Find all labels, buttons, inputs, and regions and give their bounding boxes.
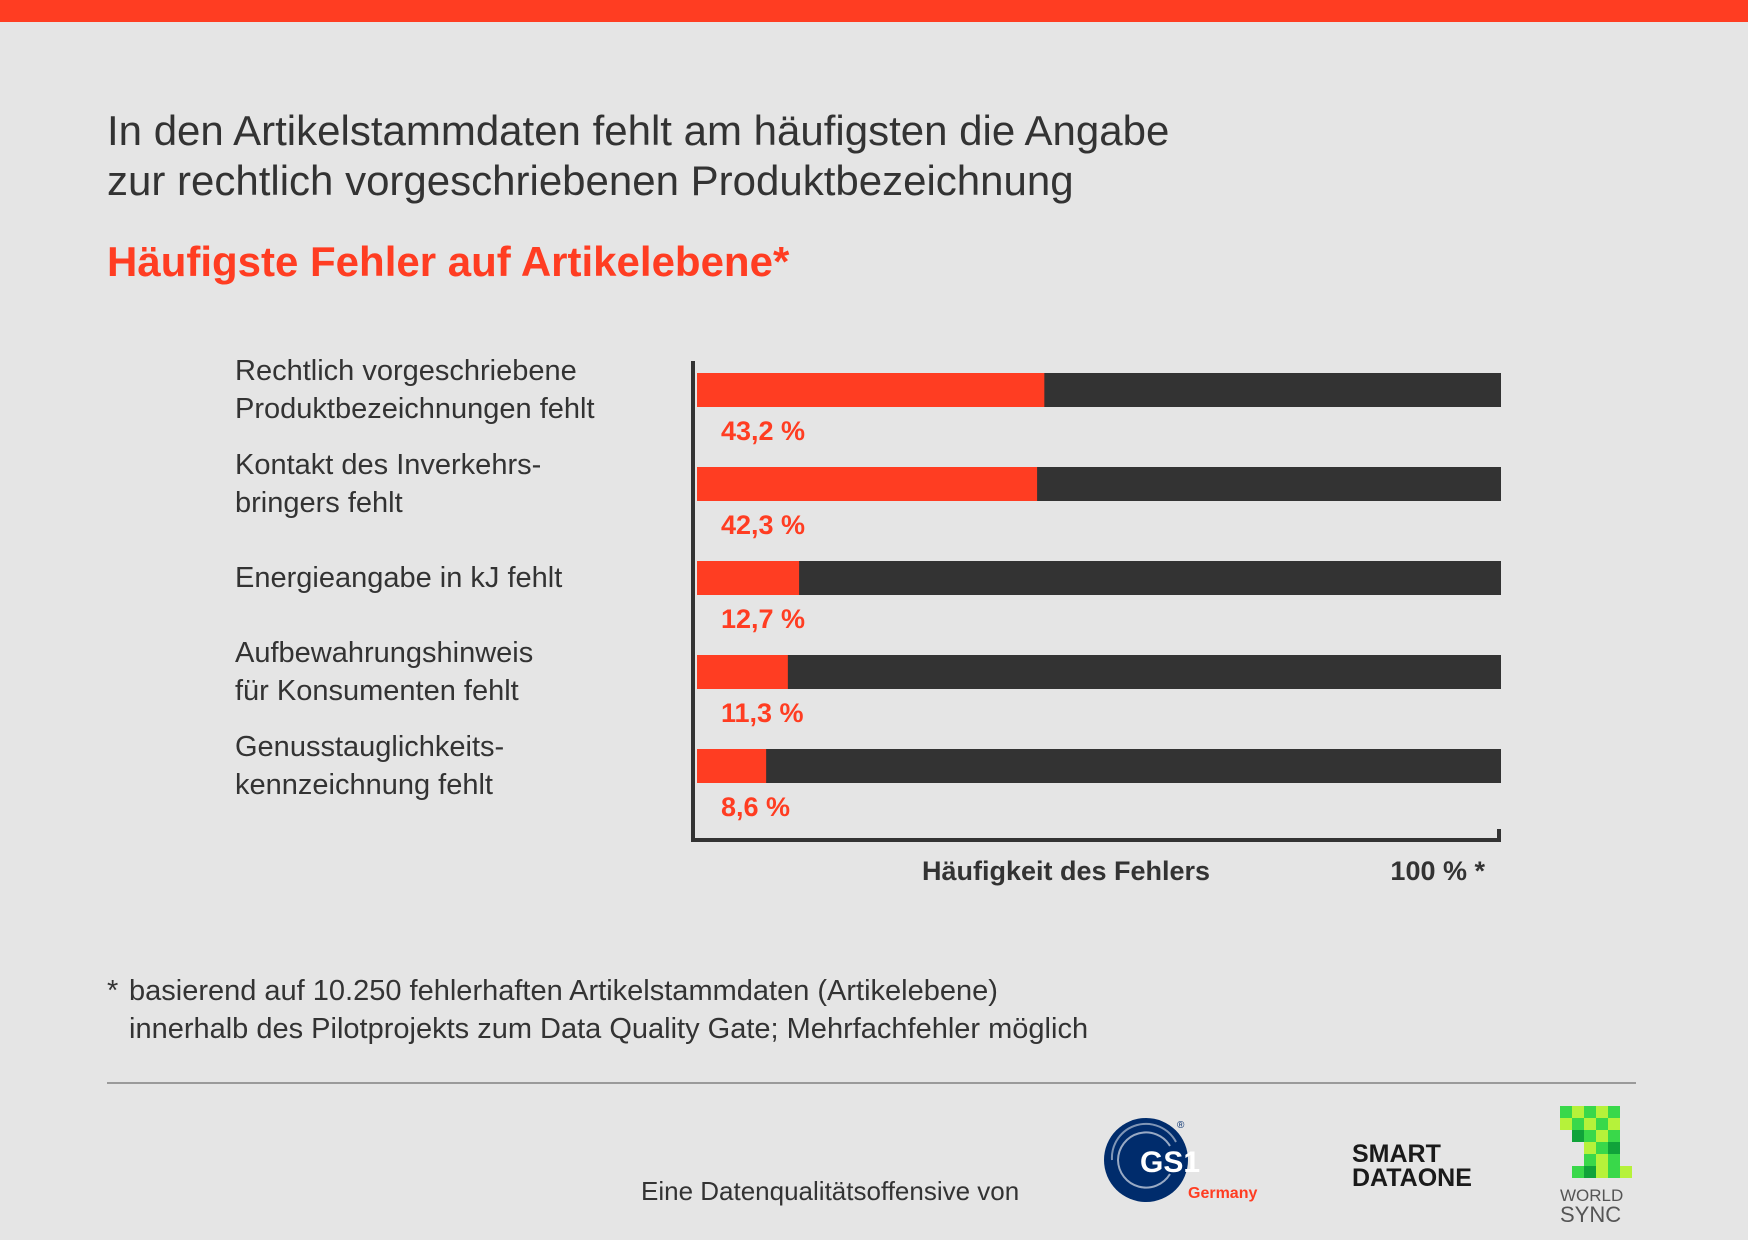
bar-remainder bbox=[697, 655, 1501, 689]
smartdataone-line-2: DATAONE bbox=[1352, 1164, 1472, 1190]
category-label-line: Energieangabe in kJ fehlt bbox=[235, 562, 563, 594]
page-headline: In den Artikelstammdaten fehlt am häufig… bbox=[107, 106, 1507, 206]
footer-text: Eine Datenqualitätsoffensive von bbox=[641, 1176, 1020, 1206]
headline-line-2: zur rechtlich vorgeschriebenen Produktbe… bbox=[107, 157, 1074, 204]
bar-remainder bbox=[697, 749, 1501, 783]
x-axis-max-tick-label: 100 % * bbox=[1390, 856, 1485, 886]
gs1-logo-sub: Germany bbox=[1188, 1185, 1257, 1202]
category-label-line: Rechtlich vorgeschriebene bbox=[235, 355, 577, 387]
bar-value bbox=[697, 749, 767, 783]
bar-remainder bbox=[697, 561, 1501, 595]
bar-value bbox=[697, 373, 1045, 407]
smartdataone-line-1: SMART bbox=[1352, 1140, 1441, 1168]
footnote-star: * bbox=[107, 975, 119, 1007]
worldsync-logo: WORLD SYNC bbox=[1560, 1106, 1632, 1224]
gs1-logo-text: GS1 bbox=[1140, 1146, 1200, 1179]
bar-value-label: 11,3 % bbox=[721, 698, 804, 728]
category-label-line: Aufbewahrungshinweis bbox=[235, 637, 534, 669]
footnote-line-1: basierend auf 10.250 fehlerhaften Artike… bbox=[129, 975, 998, 1007]
bar-value-label: 42,3 % bbox=[721, 510, 805, 540]
category-label: Rechtlich vorgeschriebene Produktbezeichn… bbox=[235, 352, 675, 428]
bar-value bbox=[697, 655, 788, 689]
top-accent-bar bbox=[0, 0, 1748, 22]
category-label: Genusstauglichkeits-kennzeichnung fehlt bbox=[235, 728, 675, 804]
category-label-line: kennzeichnung fehlt bbox=[235, 769, 493, 801]
bar-value-label: 12,7 % bbox=[721, 604, 805, 634]
gs1-germany-logo: GS1 ® Germany bbox=[1104, 1118, 1257, 1202]
category-label: Kontakt des Inverkehrs-bringers fehlt bbox=[235, 446, 675, 522]
bar-value bbox=[697, 561, 800, 595]
category-label-line: Kontakt des Inverkehrs- bbox=[235, 449, 542, 481]
category-label-line: für Konsumenten fehlt bbox=[235, 675, 519, 707]
category-label: Energieangabe in kJ fehlt bbox=[235, 559, 675, 597]
bar-value-label: 8,6 % bbox=[721, 792, 790, 822]
smartdataone-logo: SMART DATAONE bbox=[1352, 1140, 1472, 1190]
bar-value bbox=[697, 467, 1038, 501]
gs1-logo-disc bbox=[1104, 1118, 1188, 1202]
x-axis-label: Häufigkeit des Fehlers bbox=[922, 856, 1210, 886]
worldsync-line-2: SYNC bbox=[1560, 1202, 1621, 1224]
footnote-line-2: innerhalb des Pilotprojekts zum Data Qua… bbox=[129, 1013, 1089, 1045]
bar-value-label: 43,2 % bbox=[721, 416, 805, 446]
footer-divider bbox=[107, 1082, 1636, 1084]
worldsync-line-1: WORLD bbox=[1560, 1186, 1623, 1205]
worldsync-pixel-mark bbox=[1560, 1106, 1632, 1178]
headline-line-1: In den Artikelstammdaten fehlt am häufig… bbox=[107, 107, 1170, 154]
gs1-registered-mark: ® bbox=[1177, 1120, 1185, 1131]
category-label-line: Produktbezeichnungen fehlt bbox=[235, 393, 595, 425]
category-label-line: Genusstauglichkeits- bbox=[235, 731, 505, 763]
category-label-line: bringers fehlt bbox=[235, 487, 403, 519]
chart-subtitle: Häufigste Fehler auf Artikelebene* bbox=[107, 238, 790, 285]
category-label: Aufbewahrungshinweis für Konsumenten fehl… bbox=[235, 634, 675, 710]
